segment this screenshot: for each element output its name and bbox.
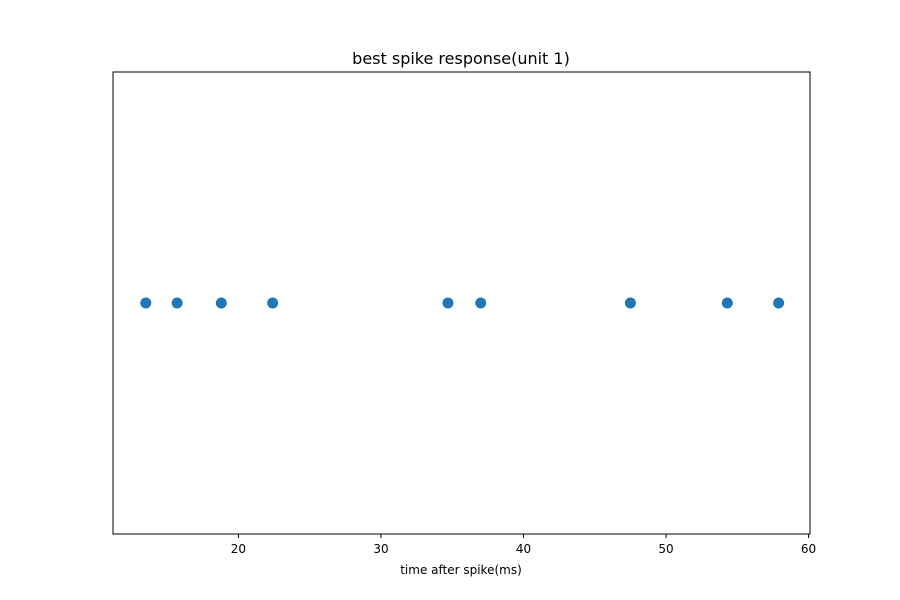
data-point xyxy=(773,297,785,309)
chart-title: best spike response(unit 1) xyxy=(352,49,570,68)
x-tick-label: 20 xyxy=(231,542,246,556)
x-axis-ticks: 20 30 40 50 60 xyxy=(231,534,816,556)
x-tick-label: 50 xyxy=(658,542,673,556)
data-point xyxy=(475,297,487,309)
x-axis-label: time after spike(ms) xyxy=(400,563,522,577)
data-point xyxy=(267,297,279,309)
plot-area-frame xyxy=(112,71,811,535)
data-point xyxy=(624,297,636,309)
x-tick-label: 60 xyxy=(801,542,816,556)
data-points xyxy=(140,297,785,309)
data-point xyxy=(442,297,454,309)
x-tick-label: 30 xyxy=(373,542,388,556)
data-point xyxy=(140,297,152,309)
data-point xyxy=(721,297,733,309)
x-tick-label: 40 xyxy=(516,542,531,556)
data-point xyxy=(171,297,183,309)
data-point xyxy=(215,297,227,309)
